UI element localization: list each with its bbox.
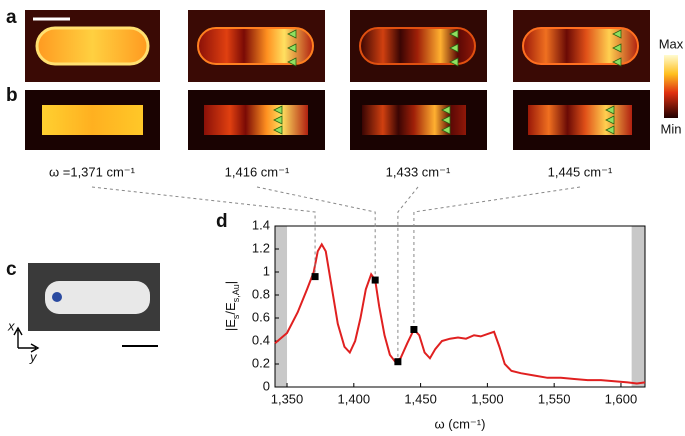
x-tick-label: 1,400: [338, 391, 371, 406]
y-tick-label: 0.4: [252, 332, 270, 347]
y-label-part: s: [231, 314, 241, 319]
plot-frame: [274, 225, 646, 388]
shaded-region: [275, 226, 288, 387]
wavenumber-label: 1,416 cm⁻¹: [225, 164, 290, 179]
shaded-region: [631, 226, 645, 387]
y-tick-label: 0.2: [252, 355, 270, 370]
marker: [311, 273, 319, 281]
wavenumber-label: 1,433 cm⁻¹: [386, 164, 451, 179]
panel-a-images: [25, 10, 650, 82]
panel-b-images: [25, 90, 650, 150]
x-tick-label: 1,600: [605, 391, 638, 406]
panel-c-image: [13, 263, 160, 353]
leader-line: [256, 186, 376, 281]
y-label-part: s,Au: [231, 284, 241, 302]
y-tick-label: 0: [263, 378, 270, 393]
panel-label: b: [6, 85, 18, 106]
y-label-part: |E: [223, 319, 238, 331]
y-tick-label: 1.4: [252, 217, 270, 232]
axis-label: x: [7, 318, 15, 333]
panel-label: c: [6, 259, 17, 280]
colorbar-max: Max: [659, 36, 684, 51]
panel-label: d: [216, 211, 228, 232]
y-tick-label: 0.6: [252, 309, 270, 324]
leader-line: [91, 186, 316, 277]
x-tick-label: 1,500: [471, 391, 504, 406]
x-tick-label: 1,550: [538, 391, 571, 406]
y-tick-label: 1: [263, 263, 270, 278]
x-axis-label: ω (cm⁻¹): [435, 416, 486, 431]
y-axis-label: |Es/Es,Au|: [223, 281, 241, 331]
colorbar: [664, 55, 678, 118]
x-tick-label: 1,350: [271, 391, 304, 406]
y-tick-label: 0.8: [252, 286, 270, 301]
wavenumber-label: ω =1,371 cm⁻¹: [49, 164, 136, 179]
y-label-part: /E: [223, 302, 238, 315]
green-arrows: [273, 29, 622, 135]
marker: [410, 326, 418, 333]
panel-label: a: [6, 7, 17, 28]
y-tick-label: 1.2: [252, 240, 270, 255]
data-line: [274, 242, 646, 385]
wavenumber-label: 1,445 cm⁻¹: [548, 164, 613, 179]
leader-line: [397, 186, 419, 362]
x-tick-label: 1,450: [404, 391, 437, 406]
marker: [371, 276, 379, 284]
leader-line: [413, 186, 581, 330]
axis-label: y: [29, 349, 38, 364]
colorbar-min: Min: [661, 121, 682, 136]
marker: [394, 358, 402, 366]
y-label-part: |: [223, 281, 238, 284]
